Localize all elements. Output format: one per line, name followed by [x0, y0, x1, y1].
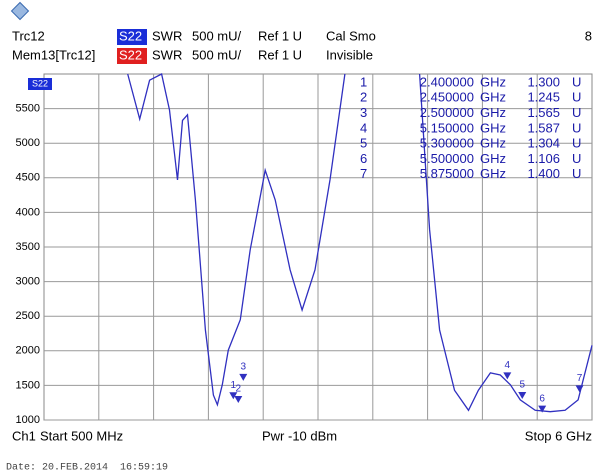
marker-label: 4: [505, 360, 511, 371]
marker-number: 6: [360, 151, 367, 166]
status: Invisible: [326, 47, 373, 62]
trace-label-box: [28, 78, 52, 90]
marker-number: 7: [360, 166, 367, 181]
marker-freq-unit: GHz: [480, 120, 506, 135]
marker-label: 7: [577, 373, 583, 384]
marker-freq: 5.300000: [420, 136, 474, 151]
marker-number: 2: [360, 90, 367, 105]
y-tick-label: 5500: [16, 103, 40, 115]
marker-freq: 5.150000: [420, 120, 474, 135]
marker-value: 1.587: [527, 120, 560, 135]
marker-freq-unit: GHz: [480, 136, 506, 151]
marker-value-unit: U: [572, 166, 581, 181]
marker-value-unit: U: [572, 90, 581, 105]
marker-freq-unit: GHz: [480, 74, 506, 89]
logo: [10, 1, 30, 21]
y-tick-label: 3000: [16, 276, 40, 288]
marker-freq-unit: GHz: [480, 166, 506, 181]
trace-label: S22: [32, 78, 48, 88]
marker-freq-unit: GHz: [480, 90, 506, 105]
marker-value-unit: U: [572, 105, 581, 120]
y-tick-label: 2500: [16, 310, 40, 322]
scale: 500 mU/: [192, 47, 242, 62]
marker: [229, 392, 238, 400]
marker-label: 3: [240, 362, 246, 373]
trace-name: Mem13[Trc12]: [12, 47, 95, 62]
marker-value: 1.400: [527, 166, 560, 181]
status: Cal Smo: [326, 28, 376, 43]
format: SWR: [152, 28, 182, 43]
marker-number: 1: [360, 74, 367, 89]
window: 8: [585, 28, 592, 43]
marker-freq: 5.500000: [420, 151, 474, 166]
param-box: [117, 29, 147, 45]
date: Date: 20.FEB.2014 16:59:19: [6, 463, 168, 474]
marker: [538, 405, 547, 413]
marker: [518, 391, 527, 399]
marker-value: 1.245: [527, 90, 560, 105]
param: S22: [119, 47, 142, 62]
marker-number: 5: [360, 136, 367, 151]
scale: 500 mU/: [192, 28, 242, 43]
y-tick-label: 4500: [16, 172, 40, 184]
marker: [575, 385, 584, 393]
start: Start 500 MHz: [40, 428, 123, 443]
marker-freq-unit: GHz: [480, 105, 506, 120]
y-tick-label: 1500: [16, 379, 40, 391]
marker-table: 1 2.400000 GHz 1.300 U 2 2.450000 GHz 1.245 U 3 2.5…: [360, 74, 581, 181]
marker-value-unit: U: [572, 136, 581, 151]
grid: 1000 1500 2000 2500 3000 3500 4000 4500 5000 5500: [16, 74, 592, 426]
marker-value-unit: U: [572, 151, 581, 166]
y-tick-label: 5000: [16, 137, 40, 149]
marker-label: 1: [231, 380, 237, 391]
y-tick-label: 1000: [16, 414, 40, 426]
marker-freq: 2.450000: [420, 90, 474, 105]
ref: Ref 1 U: [258, 28, 302, 43]
marker-freq: 2.500000: [420, 105, 474, 120]
format: SWR: [152, 47, 182, 62]
marker-number: 3: [360, 105, 367, 120]
marker: [234, 396, 243, 404]
marker: [503, 372, 512, 380]
marker-label: 5: [519, 380, 525, 391]
stop: Stop 6 GHz: [525, 428, 592, 443]
marker-value: 1.565: [527, 105, 560, 120]
marker-label: 6: [539, 393, 545, 404]
marker-number: 4: [360, 120, 367, 135]
param-box: [117, 48, 147, 64]
marker-value-unit: U: [572, 120, 581, 135]
marker-value: 1.300: [527, 74, 560, 89]
marker-freq: 2.400000: [420, 74, 474, 89]
marker-label: 2: [236, 384, 242, 395]
channel: Ch1: [12, 428, 36, 443]
y-tick-label: 3500: [16, 241, 40, 253]
marker: [239, 373, 248, 381]
y-tick-label: 2000: [16, 345, 40, 357]
marker-value: 1.304: [527, 136, 560, 151]
param: S22: [119, 28, 142, 43]
trace-line: [127, 73, 593, 413]
trace-name: Trc12: [12, 28, 45, 43]
marker-value: 1.106: [527, 151, 560, 166]
y-tick-label: 4000: [16, 206, 40, 218]
marker-freq: 5.875000: [420, 166, 474, 181]
marker-value-unit: U: [572, 74, 581, 89]
ref: Ref 1 U: [258, 47, 302, 62]
marker-freq-unit: GHz: [480, 151, 506, 166]
power: Pwr -10 dBm: [262, 428, 337, 443]
